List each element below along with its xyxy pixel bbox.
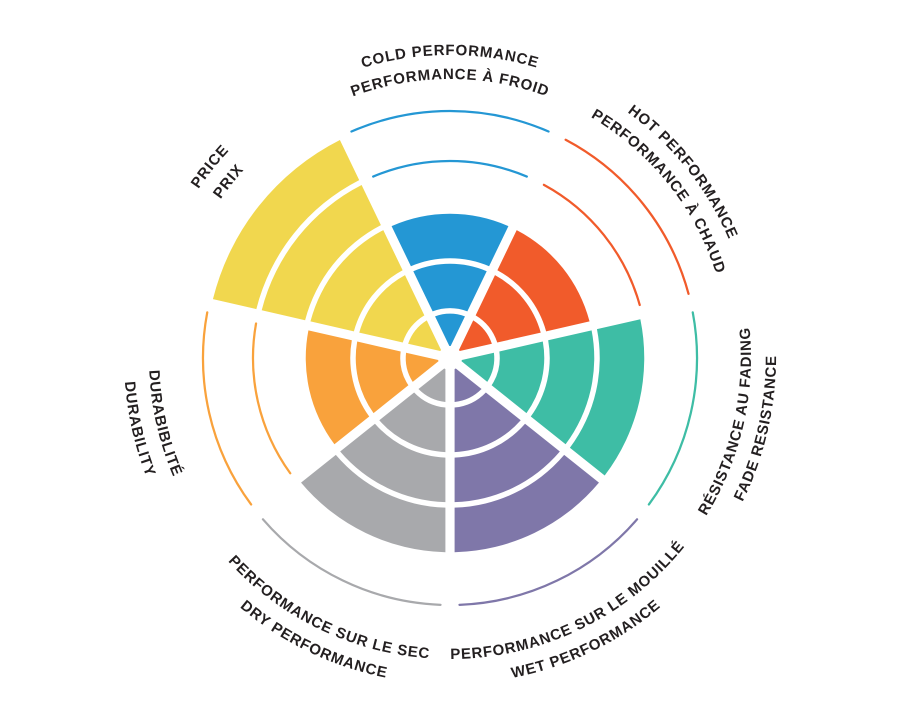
sector-cold-guide-ring-5: [350, 109, 550, 133]
sector-fade-band-2: [491, 341, 545, 414]
sector-fade-band-3: [530, 330, 595, 445]
sector-hot-band-2: [475, 275, 541, 343]
sector-price-band-3: [310, 230, 403, 332]
sector-durability-guide-ring-4: [251, 322, 292, 475]
sector-price-band-4: [261, 185, 381, 321]
sector-fade-guide-ring-5: [647, 311, 699, 506]
sector-durability-guide-ring-5: [201, 311, 253, 506]
sector-durability-band-1: [405, 352, 439, 382]
sector-wet-band-4: [454, 454, 599, 553]
sector-hot-guide-ring-5: [564, 138, 690, 295]
sector-fade-band-4: [569, 319, 645, 476]
sector-wet-band-1: [454, 368, 482, 403]
sector-price-band-2: [359, 275, 425, 343]
sector-dry-band-3: [340, 423, 446, 503]
sector-hot-band-1: [458, 320, 492, 352]
sector-wet-band-2: [454, 392, 521, 453]
sector-cold-band-2: [413, 263, 487, 312]
sector-cold-guide-ring-4: [372, 159, 528, 178]
sector-dry-band-2: [379, 392, 446, 453]
sector-dry-band-4: [301, 454, 446, 553]
sector-wet-band-3: [454, 423, 560, 503]
sector-fade-band-1: [461, 352, 495, 382]
label-hot-en: HOT PERFORMANCE: [625, 102, 741, 242]
sector-hot-band-3: [497, 230, 590, 332]
sector-dry-guide-ring-5: [261, 518, 442, 606]
sector-cold-band-3: [391, 213, 509, 267]
sector-price-band-5: [212, 139, 360, 310]
label-cold-fr: PERFORMANCE À FROID: [348, 66, 551, 100]
sector-cold-band-1: [435, 313, 465, 347]
sector-durability-band-2: [355, 341, 409, 414]
sector-durability-band-3: [305, 330, 370, 445]
sector-hot-guide-ring-4: [542, 183, 641, 307]
sector-wet-guide-ring-5: [458, 518, 639, 606]
sector-dry-band-1: [418, 368, 446, 403]
sector-price-band-1: [408, 320, 442, 352]
